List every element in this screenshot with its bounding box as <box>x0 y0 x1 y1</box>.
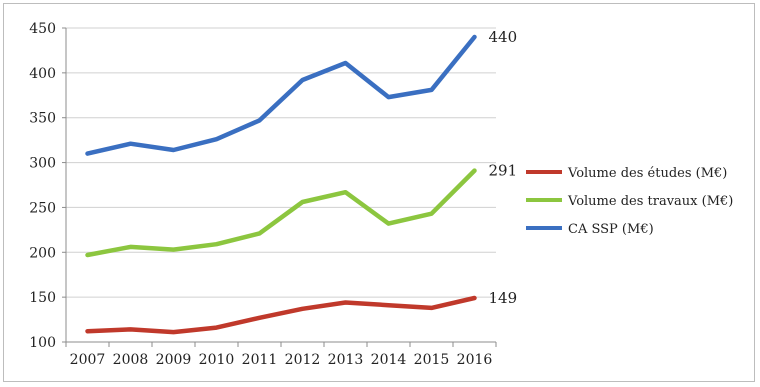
x-tick-label: 2014 <box>371 352 407 368</box>
y-tick-label: 400 <box>29 66 56 82</box>
x-tick-label: 2013 <box>328 352 364 368</box>
x-tick-label: 2016 <box>457 352 493 368</box>
x-tick-label: 2010 <box>199 352 235 368</box>
series-line-2 <box>85 34 477 156</box>
y-tick-label: 450 <box>29 21 56 37</box>
y-tick-label: 200 <box>29 245 56 261</box>
end-value-label-2: 440 <box>489 28 518 46</box>
legend: Volume des études (M€) Volume des travaux… <box>526 166 733 237</box>
series-line-0 <box>85 295 477 335</box>
chart-frame <box>3 3 755 382</box>
legend-label-2: CA SSP (M€) <box>568 222 654 237</box>
series-line-1 <box>85 168 477 258</box>
x-tick-label: 2011 <box>242 352 278 368</box>
x-tick-label: 2015 <box>414 352 450 368</box>
y-tick-label: 250 <box>29 200 56 216</box>
end-value-label-0: 149 <box>489 289 518 307</box>
end-value-label-1: 291 <box>489 162 518 180</box>
series-lines <box>85 34 477 335</box>
x-tick-label: 2009 <box>156 352 192 368</box>
y-tick-label: 350 <box>29 111 56 127</box>
gridlines <box>66 27 496 298</box>
x-tick-label: 2007 <box>70 352 106 368</box>
y-tick-label: 100 <box>29 335 56 351</box>
y-tick-label: 300 <box>29 156 56 172</box>
x-tick-label: 2012 <box>285 352 321 368</box>
end-labels: 149 291 440 <box>489 28 518 307</box>
axes: 100 150 200 250 300 350 400 450 2007 2008 2009 2010… <box>29 21 497 368</box>
legend-label-1: Volume des travaux (M€) <box>567 194 733 209</box>
x-tick-label: 2008 <box>113 352 149 368</box>
legend-label-0: Volume des études (M€) <box>567 166 727 181</box>
y-tick-label: 150 <box>29 290 56 306</box>
